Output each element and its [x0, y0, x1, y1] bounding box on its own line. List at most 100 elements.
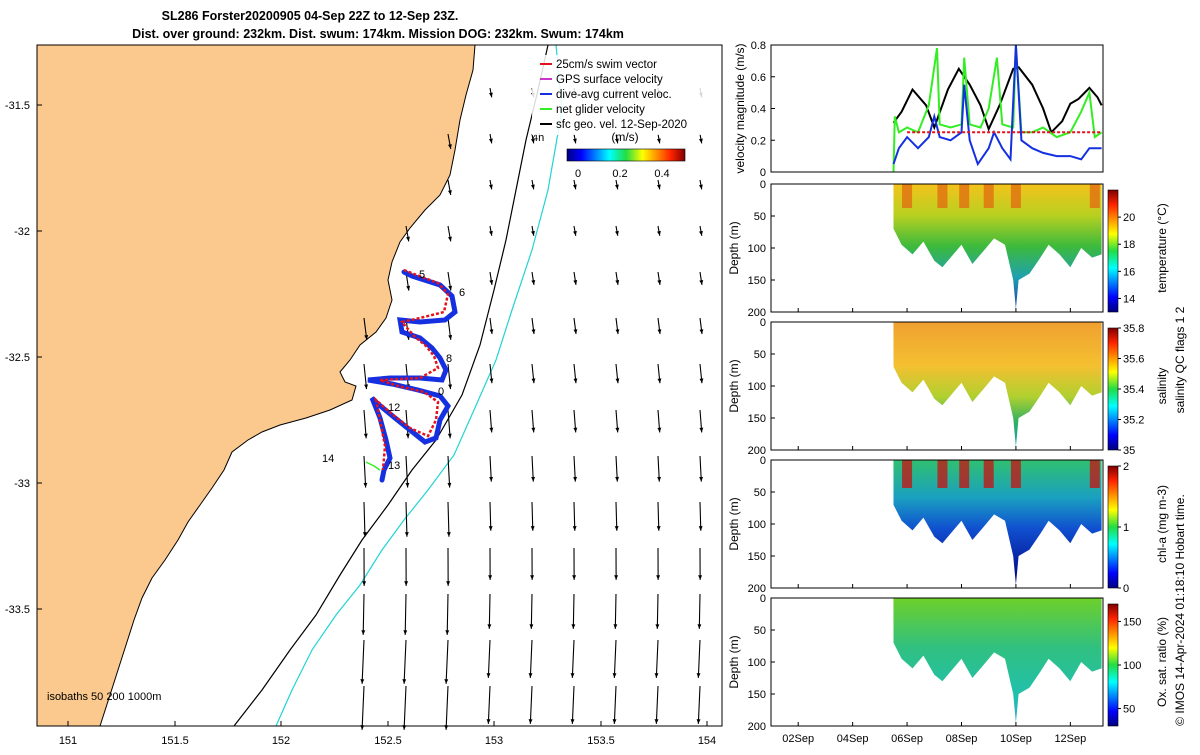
depth-ylabel: Depth (m): [727, 497, 741, 550]
day-label-14: 14: [322, 453, 334, 465]
map-panel: 4h 5 6 8 0 12 13 14 25cm/s swim vectorGP…: [5, 45, 722, 747]
colorbar-tick-label: 2: [1123, 461, 1129, 473]
depth-tick-label: 150: [748, 275, 766, 287]
map-ytick-label: -32.5: [5, 352, 30, 364]
colorbar-tick-label: 35.4: [1123, 384, 1144, 396]
isobaths-label: isobaths 50 200 1000m: [47, 691, 161, 703]
map-legend: 25cm/s swim vector GPS surface velocity di…: [532, 55, 712, 135]
colorbar-tick-label: 14: [1123, 293, 1135, 305]
map-colorbar-tick-2: 0.4: [654, 168, 669, 180]
colorbar-tick-label: 20: [1123, 212, 1135, 224]
velocity-arrow: [573, 594, 574, 629]
day-label-12: 12: [388, 402, 400, 414]
velocity-ytick-label: 0.4: [751, 104, 766, 116]
map-colorbar-tick-1: 0.2: [612, 168, 627, 180]
map-colorbar-gradient: [567, 149, 685, 161]
section-streak: [1011, 184, 1021, 208]
depth-tick-label: 150: [748, 413, 766, 425]
velocity-ytick-label: 0.8: [751, 40, 766, 52]
colorbar-tick-label: 100: [1123, 660, 1141, 672]
day-label-8: 8: [446, 353, 452, 365]
section-streak: [984, 460, 994, 488]
map-xtick-label: 154: [698, 735, 716, 747]
colorbar-tick-label: 35.2: [1123, 415, 1144, 427]
depth-ylabel: Depth (m): [727, 359, 741, 412]
day-label-5: 5: [419, 269, 425, 281]
colorbar-tick-label: 50: [1123, 704, 1135, 716]
map-ytick-label: -33.5: [5, 604, 30, 616]
map-colorbar-label: (m/s): [611, 130, 638, 144]
time-tick-label: 12Sep: [1054, 733, 1086, 745]
day-label-13: 13: [388, 460, 400, 472]
depth-tick-label: 50: [754, 487, 766, 499]
day-label-6: 6: [459, 287, 465, 299]
velocity-arrow: [489, 594, 490, 629]
map-xtick-label: 152: [272, 735, 290, 747]
time-tick-label: 08Sep: [946, 733, 978, 745]
colorbar-tick-label: 35.8: [1123, 323, 1144, 335]
depth-tick-label: 0: [760, 317, 766, 329]
depth-tick-label: 0: [760, 593, 766, 605]
title-line-2: Dist. over ground: 232km. Dist. swum: 17…: [132, 27, 624, 41]
colorbar-tick-label: 18: [1123, 239, 1135, 251]
colorbar-tick-label: 35: [1123, 445, 1135, 457]
depth-tick-label: 0: [760, 179, 766, 191]
map-colorbar-tick-0: 0: [575, 168, 581, 180]
velocity-arrow: [531, 594, 532, 629]
day-label-0: 0: [438, 386, 444, 398]
depth-tick-label: 100: [748, 519, 766, 531]
depth-tick-label: 0: [760, 455, 766, 467]
section-streak: [984, 184, 994, 208]
velocity-arrow: [615, 594, 616, 629]
section-streak: [959, 184, 969, 208]
legend-entry: net glider velocity: [556, 104, 645, 116]
map-xtick-label: 153: [485, 735, 503, 747]
velocity-ytick-label: 0.2: [751, 135, 766, 147]
time-tick-label: 04Sep: [837, 733, 869, 745]
colorbar-label: chl-a (mg m-3): [1155, 485, 1169, 563]
velocity-ylabel: velocity magnitude (m/s): [733, 43, 747, 173]
velocity-arrow: [657, 594, 658, 629]
section-streak: [1090, 460, 1100, 488]
depth-ylabel: Depth (m): [727, 221, 741, 274]
depth-tick-label: 150: [748, 551, 766, 563]
time-tick-label: 06Sep: [891, 733, 923, 745]
colorbar-tick-label: 1: [1123, 522, 1129, 534]
depth-tick-label: 50: [754, 349, 766, 361]
section-streak: [937, 460, 947, 488]
section-colorbar: [1108, 190, 1118, 312]
map-xtick-label: 153.5: [587, 735, 615, 747]
depth-ylabel: Depth (m): [727, 635, 741, 688]
velocity-ytick-label: 0: [760, 167, 766, 179]
colorbar-label: salinity: [1155, 368, 1169, 405]
map-xtick-label: 151.5: [161, 735, 189, 747]
legend-entry: dive-avg current veloc.: [556, 89, 672, 101]
depth-tick-label: 150: [748, 689, 766, 701]
depth-tick-label: 200: [748, 721, 766, 733]
section-colorbar: [1108, 466, 1118, 588]
map-ytick-label: -33: [14, 478, 30, 490]
colorbar-tick-label: 0: [1123, 583, 1129, 595]
depth-tick-label: 100: [748, 381, 766, 393]
depth-tick-label: 100: [748, 657, 766, 669]
qc-note: salinity QC flags 1 2: [1173, 306, 1187, 413]
section-colorbar: [1108, 604, 1118, 726]
colorbar-label: temperature (°C): [1155, 203, 1169, 293]
legend-entry: GPS surface velocity: [556, 74, 663, 86]
credit-text: © IMOS 14-Apr-2024 01:18:10 Hobart time.: [1173, 494, 1187, 726]
section-streak: [902, 184, 912, 208]
depth-tick-label: 100: [748, 243, 766, 255]
title-line-1: SL286 Forster20200905 04-Sep 22Z to 12-S…: [162, 9, 459, 23]
legend-entry: 25cm/s swim vector: [556, 59, 657, 71]
colorbar-label: Ox. sat. ratio (%): [1155, 617, 1169, 707]
map-ytick-label: -32: [14, 226, 30, 238]
section-colorbar: [1108, 328, 1118, 450]
